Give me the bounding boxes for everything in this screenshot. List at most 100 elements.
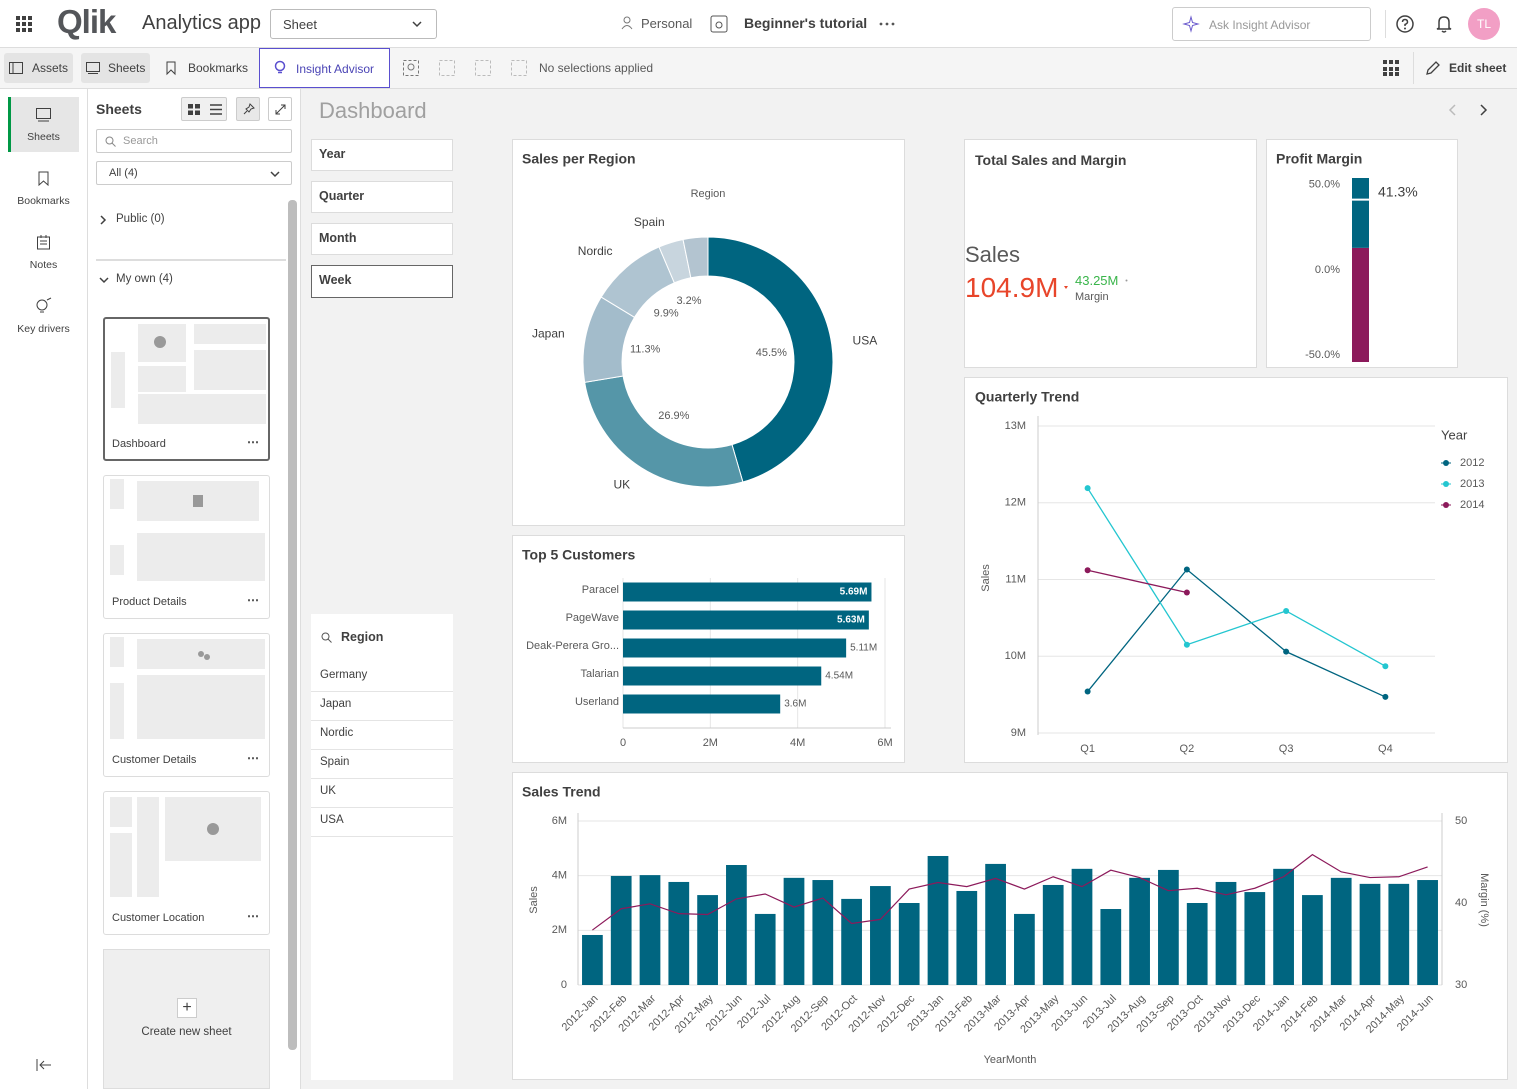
y-tick-label: 9M: [1011, 727, 1026, 739]
value-label: 5.69M: [840, 587, 868, 598]
x-tick-label: Q2: [1180, 743, 1195, 755]
slice-value: 3.2%: [676, 295, 701, 307]
bar: [1100, 909, 1121, 985]
data-point: [1085, 567, 1091, 573]
value-label: 3.6M: [784, 699, 806, 710]
y-axis-label: Sales: [528, 886, 540, 914]
bar: [1360, 884, 1381, 985]
bar: [1273, 869, 1294, 985]
bar: [784, 878, 805, 985]
gauge-value: 41.3%: [1378, 184, 1418, 200]
y-tick-label: 4M: [552, 870, 567, 882]
slice-label: Spain: [634, 215, 665, 229]
x-tick-label: 2M: [703, 737, 718, 749]
y-tick-label: -50.0%: [1305, 349, 1340, 361]
slice-label: Nordic: [578, 244, 613, 258]
bar: [956, 891, 977, 985]
bar: [726, 865, 747, 985]
y-tick-label: 0: [561, 979, 567, 991]
slice-value: 26.9%: [658, 410, 689, 422]
bar: [899, 903, 920, 985]
value-label: 4.54M: [825, 671, 853, 682]
data-point: [1184, 567, 1190, 573]
bar: [611, 876, 632, 985]
y-tick-label: Userland: [575, 696, 619, 708]
y-tick-label: Paracel: [582, 584, 619, 596]
gauge-band: [1352, 248, 1369, 362]
data-point: [1184, 590, 1190, 596]
series-line: [1088, 570, 1187, 592]
bar: [640, 875, 661, 985]
bar: [623, 583, 871, 602]
y-tick-label: 6M: [552, 815, 567, 827]
legend-title: Region: [691, 188, 726, 200]
series-line: [1088, 488, 1386, 666]
bar: [1244, 892, 1265, 985]
bar: [1129, 878, 1150, 985]
bar: [1388, 884, 1409, 985]
data-point: [1382, 663, 1388, 669]
y2-tick-label: 50: [1455, 815, 1467, 827]
data-point: [1283, 649, 1289, 655]
legend-title: Year: [1441, 427, 1468, 442]
x-tick-label: 0: [620, 737, 626, 749]
pie-slice: [585, 376, 743, 487]
bar: [755, 914, 776, 985]
bar: [1216, 882, 1237, 985]
y-tick-label: Talarian: [580, 668, 619, 680]
chart-title: Profit Margin: [1276, 151, 1362, 167]
y-tick-label: 50.0%: [1309, 179, 1340, 191]
y2-tick-label: 40: [1455, 897, 1467, 909]
slice-value: 9.9%: [654, 308, 679, 320]
bar: [623, 695, 780, 714]
y-tick-label: 12M: [1005, 497, 1026, 509]
bar: [668, 882, 689, 985]
bar: [623, 611, 869, 630]
x-tick-label: 4M: [790, 737, 805, 749]
bar: [1417, 880, 1438, 985]
x-tick-label: Q3: [1279, 743, 1294, 755]
y-tick-label: 13M: [1005, 420, 1026, 432]
bar: [1043, 885, 1064, 985]
y-tick-label: 10M: [1005, 650, 1026, 662]
bar: [1331, 878, 1352, 985]
bar: [623, 639, 846, 658]
pie-slice: [708, 237, 833, 482]
x-tick-label: 6M: [877, 737, 892, 749]
slice-value: 45.5%: [756, 347, 787, 359]
slice-value: 11.3%: [630, 344, 661, 356]
x-tick-label: Q4: [1378, 743, 1393, 755]
x-axis-label: YearMonth: [984, 1054, 1037, 1066]
value-label: 5.11M: [850, 643, 877, 654]
bar: [812, 880, 833, 985]
y-axis-label: Sales: [980, 564, 992, 592]
bar: [582, 935, 603, 985]
data-point: [1382, 694, 1388, 700]
legend-label: 2012: [1460, 457, 1484, 469]
bar: [1014, 914, 1035, 985]
series-line: [1088, 570, 1386, 697]
bar: [928, 856, 949, 985]
bar: [985, 864, 1006, 985]
value-label: 5.63M: [837, 615, 865, 626]
bar: [841, 899, 862, 985]
chart-title: Sales per Region: [522, 151, 636, 167]
y-tick-label: PageWave: [566, 612, 619, 624]
bar: [870, 886, 891, 985]
bar: [697, 895, 718, 985]
y-tick-label: 11M: [1005, 573, 1026, 585]
y-tick-label: 2M: [552, 924, 567, 936]
slice-label: Japan: [532, 326, 565, 340]
slice-label: USA: [853, 334, 878, 348]
bar: [1302, 895, 1323, 985]
x-tick-label: Q1: [1080, 743, 1095, 755]
data-point: [1184, 642, 1190, 648]
legend-label: 2014: [1460, 499, 1484, 511]
data-point: [1283, 608, 1289, 614]
chart-title: Top 5 Customers: [522, 547, 636, 563]
y2-axis-label: Margin (%): [1478, 873, 1490, 927]
slice-label: UK: [613, 478, 630, 492]
